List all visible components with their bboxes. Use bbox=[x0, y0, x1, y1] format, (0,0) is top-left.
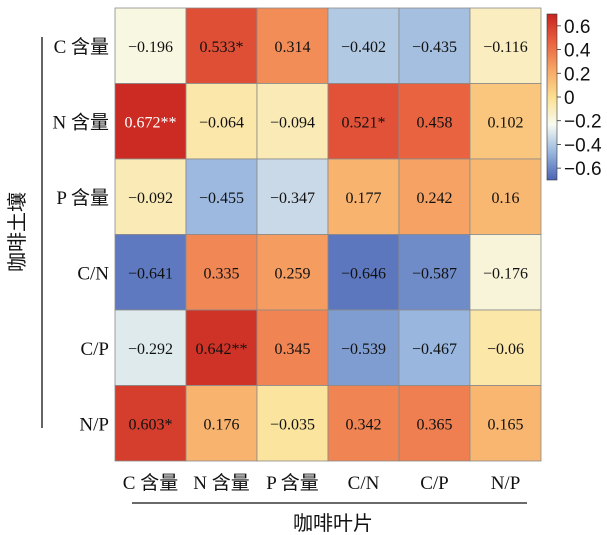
row-tick-label: N 含量 bbox=[53, 111, 109, 133]
column-tick-label: N/P bbox=[491, 473, 521, 494]
cell-value-label: 0.102 bbox=[488, 114, 524, 131]
heatmap-cell bbox=[398, 234, 471, 311]
heatmap-cell bbox=[469, 7, 542, 84]
column-tick-label: C/P bbox=[420, 473, 449, 494]
cell-value-label: 0.342 bbox=[346, 416, 382, 433]
colorbar-tick-label: 0.6 bbox=[564, 17, 590, 38]
heatmap-cell bbox=[469, 158, 542, 235]
cell-value-label: 0.603* bbox=[129, 416, 173, 433]
heatmap-cell bbox=[256, 7, 329, 84]
cell-value-label: 0.533* bbox=[200, 39, 244, 56]
heatmap-cell bbox=[114, 309, 187, 386]
cell-value-label: 0.177 bbox=[346, 190, 382, 207]
heatmap-cell bbox=[398, 158, 471, 235]
row-tick-label: P 含量 bbox=[56, 187, 109, 209]
cell-value-label: −0.116 bbox=[483, 39, 527, 56]
heatmap-cell bbox=[469, 385, 542, 462]
cell-value-label: −0.092 bbox=[128, 190, 173, 207]
heatmap-cell bbox=[256, 234, 329, 311]
colorbar-tick-label: 0.4 bbox=[564, 41, 591, 62]
colorbar-tick-label: −0.4 bbox=[564, 135, 602, 156]
cell-value-label: 0.672** bbox=[125, 114, 177, 131]
colorbar-gradient bbox=[546, 13, 558, 181]
heatmap-cell bbox=[398, 385, 471, 462]
cell-value-label: −0.347 bbox=[270, 190, 315, 207]
heatmap-cell bbox=[469, 309, 542, 386]
heatmap-cell bbox=[398, 309, 471, 386]
heatmap-cell bbox=[327, 234, 400, 311]
heatmap-cell bbox=[185, 158, 258, 235]
cell-value-label: −0.06 bbox=[487, 341, 524, 358]
row-tick-label: C/N bbox=[77, 263, 109, 284]
heatmap-cell bbox=[256, 158, 329, 235]
heatmap-cell bbox=[114, 158, 187, 235]
heatmap-cell bbox=[469, 234, 542, 311]
heatmap-cell bbox=[114, 7, 187, 84]
cell-value-label: −0.292 bbox=[128, 341, 173, 358]
heatmap-cell bbox=[327, 309, 400, 386]
cell-value-label: 0.335 bbox=[204, 265, 240, 282]
heatmap-cell bbox=[256, 309, 329, 386]
heatmap-cell bbox=[114, 385, 187, 462]
cell-value-label: 0.345 bbox=[275, 341, 311, 358]
cell-value-label: 0.259 bbox=[275, 265, 311, 282]
cell-value-label: −0.064 bbox=[199, 114, 244, 131]
cell-value-label: 0.165 bbox=[488, 416, 524, 433]
heatmap-cell bbox=[398, 7, 471, 84]
cell-value-label: −0.035 bbox=[270, 416, 315, 433]
cell-value-label: −0.587 bbox=[412, 265, 457, 282]
column-tick-labels: C 含量 N 含量 P 含量 C/N C/P N/P bbox=[123, 472, 521, 494]
column-tick-label: C/N bbox=[348, 473, 380, 494]
cell-value-label: 0.176 bbox=[204, 416, 240, 433]
cell-value-label: −0.176 bbox=[483, 265, 528, 282]
colorbar-tick-label: 0.2 bbox=[564, 64, 590, 85]
colorbar-tick-label: 0 bbox=[564, 88, 575, 109]
cell-value-label: 0.365 bbox=[417, 416, 453, 433]
heatmap-cell bbox=[327, 83, 400, 160]
row-tick-labels: C 含量 N 含量 P 含量 C/N C/P N/P bbox=[53, 36, 110, 436]
cell-value-label: −0.641 bbox=[128, 265, 173, 282]
cell-value-label: −0.094 bbox=[270, 114, 315, 131]
cell-value-label: 0.521* bbox=[342, 114, 386, 131]
heatmap-cell bbox=[185, 234, 258, 311]
cell-value-label: 0.458 bbox=[417, 114, 453, 131]
column-tick-label: N 含量 bbox=[193, 472, 249, 494]
colorbar-tick-label: −0.2 bbox=[564, 112, 602, 133]
x-axis-title: 咖啡叶片 bbox=[293, 511, 373, 535]
column-tick-label: P 含量 bbox=[266, 472, 319, 494]
row-tick-label: N/P bbox=[79, 414, 109, 435]
cell-value-label: −0.402 bbox=[341, 39, 386, 56]
heatmap-cell bbox=[327, 385, 400, 462]
row-tick-label: C 含量 bbox=[54, 36, 109, 58]
heatmap-cell bbox=[469, 83, 542, 160]
row-tick-label: C/P bbox=[80, 339, 109, 360]
cell-value-label: −0.196 bbox=[128, 39, 173, 56]
cell-value-label: 0.642** bbox=[196, 341, 248, 358]
heatmap-cell bbox=[327, 158, 400, 235]
heatmap-cells: −0.196 0.533* 0.314 −0.402 −0.435 −0.116 0.672… bbox=[114, 7, 542, 462]
y-axis-title: 咖啡土壤 bbox=[5, 192, 29, 272]
heatmap-cell bbox=[327, 7, 400, 84]
cell-value-label: 0.242 bbox=[417, 190, 453, 207]
cell-value-label: −0.467 bbox=[412, 341, 457, 358]
column-tick-label: C 含量 bbox=[123, 472, 178, 494]
colorbar-tick-label: −0.6 bbox=[564, 159, 602, 180]
cell-value-label: −0.539 bbox=[341, 341, 386, 358]
cell-value-label: 0.314 bbox=[275, 39, 311, 56]
heatmap-cell bbox=[185, 83, 258, 160]
cell-value-label: −0.646 bbox=[341, 265, 386, 282]
cell-value-label: 0.16 bbox=[492, 190, 520, 207]
heatmap-cell bbox=[114, 234, 187, 311]
cell-value-label: −0.435 bbox=[412, 39, 457, 56]
colorbar: 0.6 0.40.2 0 −0.2−0.4 −0.6 bbox=[546, 13, 602, 181]
cell-value-label: −0.455 bbox=[199, 190, 244, 207]
heatmap-cell bbox=[185, 7, 258, 84]
